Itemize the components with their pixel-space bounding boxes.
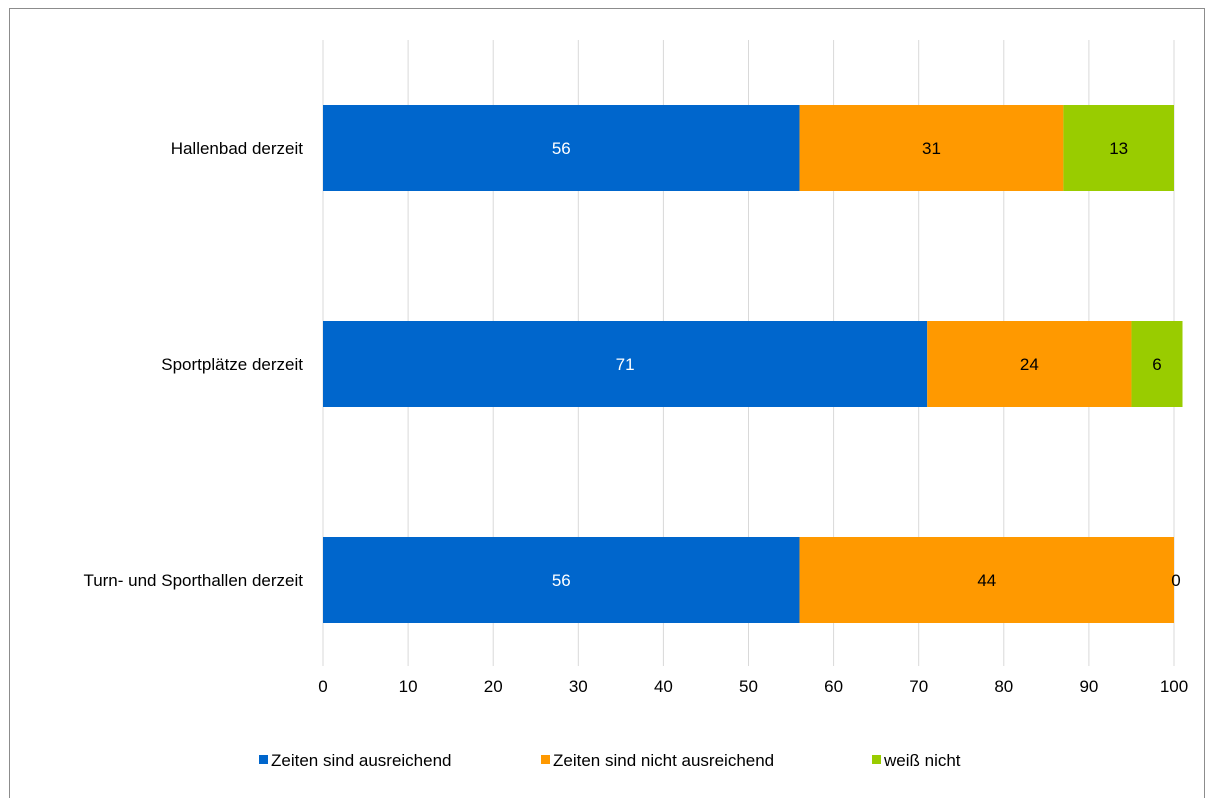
data-label-2-1: 44 (977, 571, 996, 590)
legend-swatch-0 (259, 755, 268, 764)
legend: Zeiten sind ausreichend Zeiten sind nicht… (259, 751, 961, 770)
x-tick-label-60: 60 (824, 677, 843, 696)
x-tick-label-80: 80 (994, 677, 1013, 696)
category-label-2: Turn- und Sporthallen derzeit (83, 571, 303, 590)
bar-2-0 (323, 537, 800, 623)
data-label-1-2: 6 (1152, 355, 1161, 374)
x-tick-label-20: 20 (484, 677, 503, 696)
legend-swatch-1 (541, 755, 550, 764)
data-label-0-2: 13 (1109, 139, 1128, 158)
bar-0-0 (323, 105, 800, 191)
data-label-0-0: 56 (552, 139, 571, 158)
x-tick-label-100: 100 (1160, 677, 1188, 696)
x-tick-label-0: 0 (318, 677, 327, 696)
x-tick-label-10: 10 (399, 677, 418, 696)
bars (323, 105, 1183, 623)
legend-label-0: Zeiten sind ausreichend (271, 751, 452, 770)
data-label-1-0: 71 (616, 355, 635, 374)
data-labels: 56 31 13 71 24 6 56 44 0 (552, 139, 1181, 590)
chart-frame (9, 8, 1205, 798)
x-axis-ticks: 0 10 20 30 40 50 60 70 80 90 100 (318, 677, 1188, 696)
bar-0-2 (1063, 105, 1174, 191)
bar-1-2 (1131, 321, 1183, 407)
data-label-0-1: 31 (922, 139, 941, 158)
legend-label-2: weiß nicht (883, 751, 961, 770)
data-label-2-0: 56 (552, 571, 571, 590)
legend-swatch-2 (872, 755, 881, 764)
x-tick-label-90: 90 (1079, 677, 1098, 696)
category-label-0: Hallenbad derzeit (171, 139, 304, 158)
x-tick-label-70: 70 (909, 677, 928, 696)
x-tick-label-40: 40 (654, 677, 673, 696)
bar-0-1 (799, 105, 1064, 191)
bar-2-1 (799, 537, 1174, 623)
data-label-2-2: 0 (1171, 571, 1180, 590)
data-label-1-1: 24 (1020, 355, 1039, 374)
bar-1-1 (927, 321, 1132, 407)
bar-1-0 (323, 321, 928, 407)
category-labels: Hallenbad derzeit Sportplätze derzeit Turn… (83, 139, 303, 590)
x-tick-label-50: 50 (739, 677, 758, 696)
x-tick-label-30: 30 (569, 677, 588, 696)
legend-label-1: Zeiten sind nicht ausreichend (553, 751, 774, 770)
category-label-1: Sportplätze derzeit (161, 355, 303, 374)
